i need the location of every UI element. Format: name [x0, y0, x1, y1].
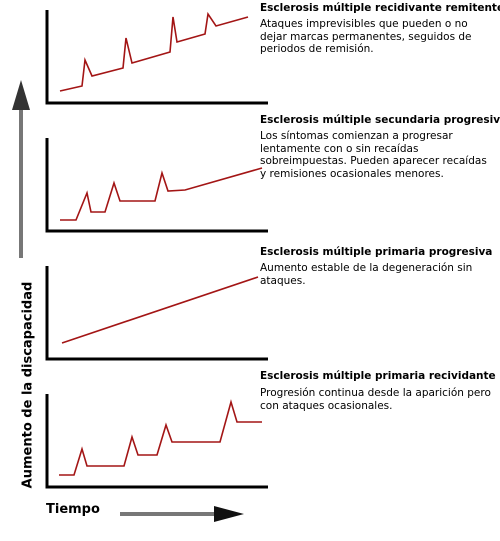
disability-curve: [61, 276, 259, 344]
y-axis-label: Aumento de la discapacidad: [20, 281, 36, 489]
x-arrow: [120, 506, 244, 522]
panel-title: Esclerosis múltiple recidivante remitent…: [260, 2, 500, 14]
disability-curve: [60, 167, 263, 221]
panel-description: Progresión continua desde la aparición p…: [260, 387, 491, 412]
panel-relapsing-remitting-graph: [45, 10, 268, 105]
panel-title: Esclerosis múltiple secundaria progresiv…: [260, 114, 500, 126]
panel-secondary-progressive-graph: [45, 138, 268, 233]
panel-primary-progressive-graph: [45, 266, 268, 361]
panel-title: Esclerosis múltiple primaria progresiva: [260, 246, 493, 258]
panel-axes: [45, 266, 268, 361]
panel-primary-relapsing-graph: [45, 394, 268, 489]
panel-axes: [45, 10, 268, 105]
panel-description: Ataques imprevisibles que pueden o no de…: [260, 18, 472, 55]
disability-curve: [59, 11, 249, 92]
panel-description: Aumento estable de la degeneración sin a…: [260, 262, 473, 287]
panel-description: Los síntomas comienzan a progresar lenta…: [260, 130, 487, 180]
disability-curve: [59, 399, 262, 476]
panel-axes: [45, 138, 268, 233]
panel-title: Esclerosis múltiple primaria recividante: [260, 370, 496, 382]
panel-axes: [45, 394, 268, 489]
y-arrow: [12, 80, 30, 258]
x-axis-label: Tiempo: [46, 502, 100, 517]
